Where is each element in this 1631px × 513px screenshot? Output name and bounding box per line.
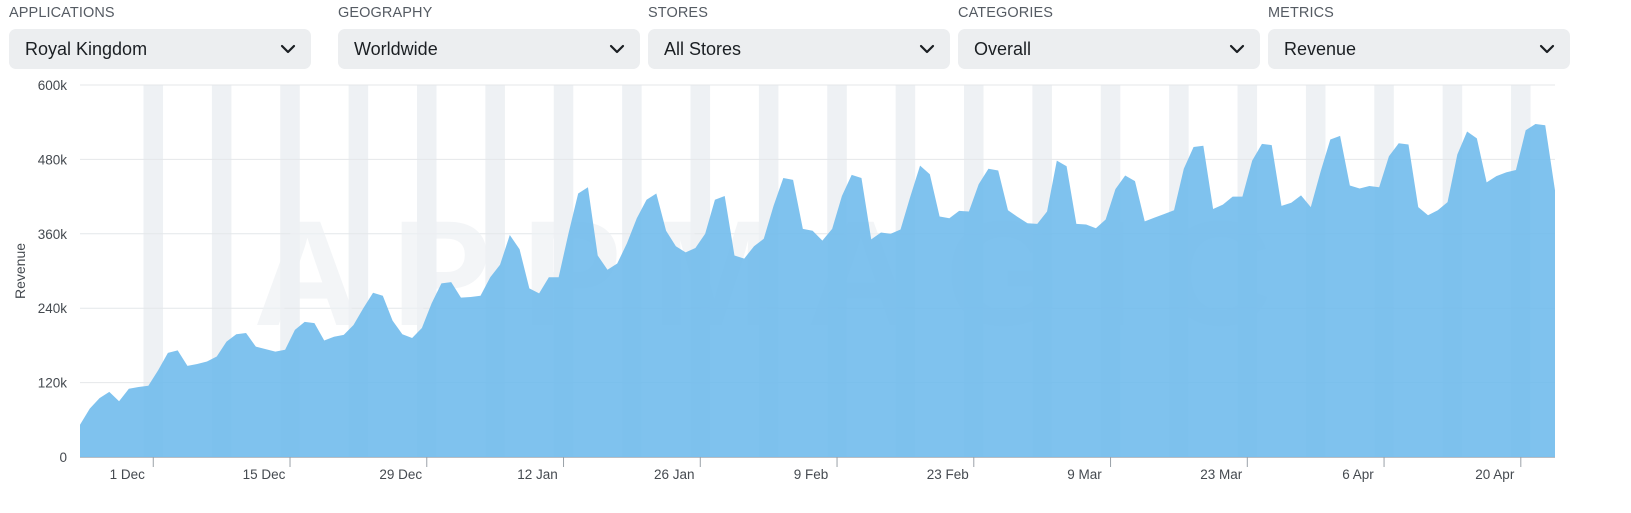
chevron-down-icon bbox=[280, 44, 296, 54]
filter-label: GEOGRAPHY bbox=[338, 5, 433, 21]
x-tick-label: 15 Dec bbox=[243, 467, 286, 482]
categories-dropdown[interactable]: Overall bbox=[958, 29, 1260, 69]
x-tick-label: 23 Mar bbox=[1200, 467, 1243, 482]
x-tick-label: 29 Dec bbox=[379, 467, 422, 482]
filter-label: APPLICATIONS bbox=[9, 5, 115, 21]
filter-label: CATEGORIES bbox=[958, 5, 1053, 21]
y-tick-label: 0 bbox=[59, 450, 67, 465]
filter-label: METRICS bbox=[1268, 5, 1334, 21]
filter-label: STORES bbox=[648, 5, 708, 21]
x-tick-label: 9 Mar bbox=[1067, 467, 1102, 482]
filter-geography: GEOGRAPHY Worldwide bbox=[338, 0, 640, 69]
applications-dropdown[interactable]: Royal Kingdom bbox=[9, 29, 311, 69]
x-tick-label: 12 Jan bbox=[517, 467, 558, 482]
y-tick-label: 120k bbox=[38, 376, 68, 391]
y-tick-label: 480k bbox=[38, 152, 68, 167]
chevron-down-icon bbox=[609, 44, 625, 54]
chevron-down-icon bbox=[1229, 44, 1245, 54]
chevron-down-icon bbox=[1539, 44, 1555, 54]
x-axis: 1 Dec 15 Dec 29 Dec 12 Jan 26 Jan 9 Feb 23 Feb… bbox=[80, 457, 1555, 482]
weekend-band bbox=[143, 85, 164, 457]
x-tick-label: 23 Feb bbox=[927, 467, 969, 482]
filter-bar: APPLICATIONS Royal Kingdom GEOGRAPHY Wor… bbox=[0, 0, 1631, 75]
y-tick-label: 600k bbox=[38, 80, 68, 93]
x-tick-label: 6 Apr bbox=[1342, 467, 1374, 482]
filter-metrics: METRICS Revenue bbox=[1268, 0, 1570, 69]
filter-stores: STORES All Stores bbox=[648, 0, 950, 69]
x-tick-label: 20 Apr bbox=[1475, 467, 1515, 482]
dropdown-value: All Stores bbox=[664, 39, 742, 59]
stores-dropdown[interactable]: All Stores bbox=[648, 29, 950, 69]
dropdown-value: Royal Kingdom bbox=[25, 39, 148, 59]
chevron-down-icon bbox=[919, 44, 935, 54]
y-axis-label: Revenue bbox=[12, 243, 28, 299]
metrics-dropdown[interactable]: Revenue bbox=[1268, 29, 1570, 69]
x-tick-label: 9 Feb bbox=[794, 467, 829, 482]
geography-dropdown[interactable]: Worldwide bbox=[338, 29, 640, 69]
dropdown-value: Revenue bbox=[1284, 39, 1357, 59]
revenue-area bbox=[80, 124, 1555, 457]
y-axis: 0 120k 240k 360k 480k 600k bbox=[38, 80, 68, 465]
filter-categories: CATEGORIES Overall bbox=[958, 0, 1260, 69]
dropdown-value: Worldwide bbox=[354, 39, 438, 59]
x-tick-label: 26 Jan bbox=[654, 467, 695, 482]
x-tick-label: 1 Dec bbox=[110, 467, 146, 482]
dropdown-value: Overall bbox=[974, 39, 1032, 59]
filter-applications: APPLICATIONS Royal Kingdom bbox=[9, 0, 311, 69]
y-tick-label: 240k bbox=[38, 301, 68, 316]
series-area bbox=[80, 124, 1555, 457]
y-tick-label: 360k bbox=[38, 227, 68, 242]
